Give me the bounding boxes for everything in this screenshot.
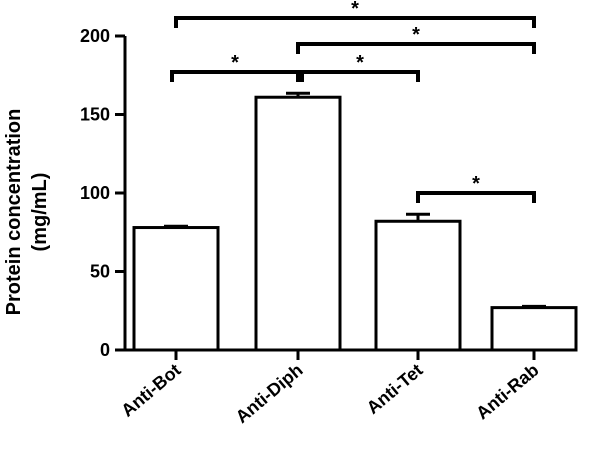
significance-bracket bbox=[416, 191, 536, 203]
x-tick-label: Anti-Diph bbox=[232, 360, 307, 427]
bar bbox=[490, 306, 578, 352]
significance-star: * bbox=[231, 52, 239, 74]
significance-bracket bbox=[296, 42, 536, 54]
significance-star: * bbox=[356, 52, 364, 74]
significance-bracket bbox=[300, 70, 420, 82]
error-bars bbox=[164, 91, 546, 308]
bar bbox=[132, 226, 220, 352]
y-tick-label: 50 bbox=[90, 262, 110, 282]
significance-bracket bbox=[170, 70, 300, 82]
x-tick-label: Anti-Rab bbox=[472, 360, 542, 424]
y-axis-title: Protein concentration (mg/mL) bbox=[3, 109, 51, 316]
y-tick-label: 100 bbox=[80, 183, 110, 203]
y-tick-label: 0 bbox=[100, 340, 110, 360]
bar bbox=[254, 95, 342, 352]
significance-star: * bbox=[351, 0, 359, 20]
y-ticks: 0 50 100 150 200 bbox=[80, 26, 125, 360]
significance-bracket bbox=[174, 16, 536, 28]
y-tick-label: 200 bbox=[80, 26, 110, 46]
x-tick-labels: Anti-Bot Anti-Diph Anti-Tet Anti-Rab bbox=[117, 350, 543, 427]
significance-brackets: * * * * * bbox=[170, 0, 536, 203]
bar bbox=[374, 219, 462, 352]
significance-star: * bbox=[412, 24, 420, 46]
y-tick-label: 150 bbox=[80, 105, 110, 125]
y-axis-title-line1: Protein concentration bbox=[3, 109, 25, 316]
x-tick-label: Anti-Tet bbox=[363, 360, 427, 418]
bars bbox=[132, 95, 578, 352]
significance-star: * bbox=[472, 173, 480, 195]
y-axis-title-line2: (mg/mL) bbox=[29, 173, 51, 252]
x-tick-label: Anti-Bot bbox=[117, 360, 184, 421]
